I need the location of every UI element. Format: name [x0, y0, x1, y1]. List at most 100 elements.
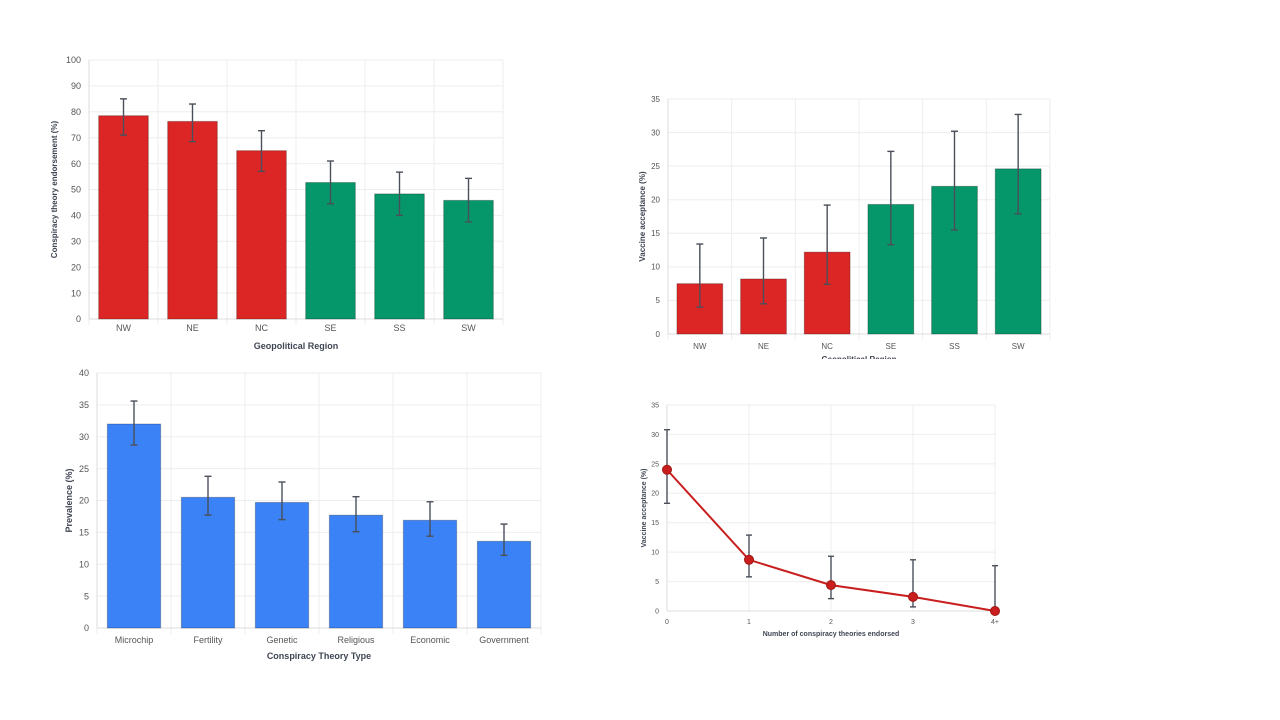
y-tick-label: 10 — [651, 550, 659, 557]
error-bar — [352, 495, 360, 533]
y-tick-label: 0 — [656, 330, 661, 339]
x-tick-label: 0 — [665, 619, 669, 626]
chart-acceptance-by-count: 0 5 10 15 20 25 30 35 0 1 2 3 4+ Number of conspiracy… — [641, 402, 1000, 638]
x-tick-label: NC — [821, 342, 833, 351]
chart-endorsement-by-region: 0 10 20 30 40 50 60 70 80 90 100 NW NE NC SE SS SW Geopol… — [50, 55, 504, 351]
y-tick-label: 5 — [656, 296, 661, 305]
x-tick-label: NC — [255, 323, 268, 333]
bar-microchip — [106, 423, 162, 629]
bar-nw — [98, 115, 149, 320]
y-tick-label: 30 — [651, 128, 660, 137]
y-tick-label: 30 — [71, 236, 81, 246]
error-bar — [258, 130, 265, 173]
error-bar — [887, 150, 895, 246]
y-tick-label: 80 — [71, 107, 81, 117]
error-bar — [500, 523, 508, 557]
error-bar — [951, 130, 958, 231]
error-bar — [278, 481, 286, 521]
y-tick-label: 60 — [71, 159, 81, 169]
error-bar — [327, 160, 334, 205]
error-bar — [760, 237, 767, 305]
y-tick-label: 40 — [79, 368, 89, 378]
error-bar — [130, 400, 138, 446]
y-tick-label: 35 — [79, 400, 89, 410]
x-axis-title: Conspiracy Theory Type — [267, 651, 371, 661]
y-axis-title: Vaccine acceptance (%) — [638, 171, 647, 262]
x-tick-label: SE — [885, 342, 896, 351]
y-axis-title: Conspiracy theory endorsement (%) — [50, 120, 59, 258]
bar-genetic — [254, 501, 310, 629]
x-tick-label: NW — [116, 323, 131, 333]
y-tick-label: 5 — [84, 591, 89, 601]
bar-se — [305, 182, 356, 320]
y-tick-label: 25 — [79, 464, 89, 474]
y-tick-label: 90 — [71, 81, 81, 91]
x-tick-label: NW — [693, 342, 707, 351]
y-tick-label: 5 — [655, 579, 659, 586]
x-tick-label: 1 — [747, 619, 751, 626]
y-tick-label: 100 — [66, 55, 81, 65]
y-tick-label: 20 — [651, 491, 659, 498]
x-tick-label: SE — [324, 323, 336, 333]
error-bar — [828, 555, 834, 600]
x-tick-label: SW — [1012, 342, 1025, 351]
y-tick-label: 25 — [651, 162, 660, 171]
x-tick-label: 3 — [911, 619, 915, 626]
y-tick-label: 20 — [79, 496, 89, 506]
error-bar — [189, 103, 196, 143]
y-tick-label: 20 — [651, 196, 660, 205]
error-bar — [120, 98, 127, 136]
bar-fertility — [180, 496, 236, 629]
data-point — [662, 464, 672, 475]
chart-vaccine-acceptance-by-region: 0 5 10 15 20 25 30 35 NW NE NC SE SS SW Geopolitical R… — [638, 95, 1051, 364]
chart-prevalence-by-type: 0 5 10 15 20 25 30 35 40 Microchip Fertility Geneti… — [64, 368, 542, 661]
y-axis-title: Prevalence (%) — [64, 468, 74, 532]
error-bar — [426, 501, 434, 537]
y-tick-label: 10 — [651, 263, 660, 272]
data-point — [826, 580, 836, 591]
x-tick-label: SW — [461, 323, 476, 333]
x-tick-label: Economic — [410, 635, 450, 645]
x-tick-label: Religious — [337, 635, 375, 645]
y-tick-label: 0 — [655, 608, 659, 615]
data-point — [990, 606, 1000, 616]
bar-ne — [167, 120, 218, 320]
error-bar — [992, 564, 998, 612]
bar-economic — [402, 519, 458, 629]
x-tick-label: NE — [186, 323, 199, 333]
y-tick-label: 40 — [71, 211, 81, 221]
x-tick-label: Fertility — [194, 635, 223, 645]
error-bar — [696, 243, 704, 308]
x-tick-label: Government — [479, 635, 529, 645]
x-tick-label: 4+ — [991, 619, 999, 626]
x-axis-title: Geopolitical Region — [254, 341, 339, 351]
y-tick-label: 15 — [79, 528, 89, 538]
x-tick-label: SS — [949, 342, 960, 351]
x-axis-title: Number of conspiracy theories endorsed — [763, 631, 900, 638]
y-tick-label: 25 — [651, 461, 659, 468]
y-tick-label: 35 — [651, 95, 660, 104]
x-tick-label: NE — [758, 342, 769, 351]
error-bar — [1014, 113, 1022, 215]
data-point — [744, 554, 754, 565]
y-tick-label: 70 — [71, 133, 81, 143]
y-tick-label: 30 — [79, 432, 89, 442]
x-tick-label: SS — [393, 323, 405, 333]
bar-nc — [236, 150, 287, 320]
y-tick-label: 0 — [76, 314, 81, 324]
y-tick-label: 10 — [79, 559, 89, 569]
x-tick-label: Microchip — [115, 635, 154, 645]
x-axis-title: Geopolitical Region — [821, 355, 896, 364]
data-point — [908, 591, 918, 602]
y-tick-label: 0 — [84, 623, 89, 633]
error-bar — [823, 204, 831, 286]
error-bar — [465, 177, 472, 223]
y-tick-label: 15 — [651, 520, 659, 527]
y-tick-label: 20 — [71, 262, 81, 272]
y-tick-label: 30 — [651, 432, 659, 439]
y-tick-label: 15 — [651, 229, 660, 238]
y-tick-label: 50 — [71, 185, 81, 195]
y-axis-title: Vaccine acceptance (%) — [641, 469, 648, 548]
y-tick-label: 10 — [71, 288, 81, 298]
